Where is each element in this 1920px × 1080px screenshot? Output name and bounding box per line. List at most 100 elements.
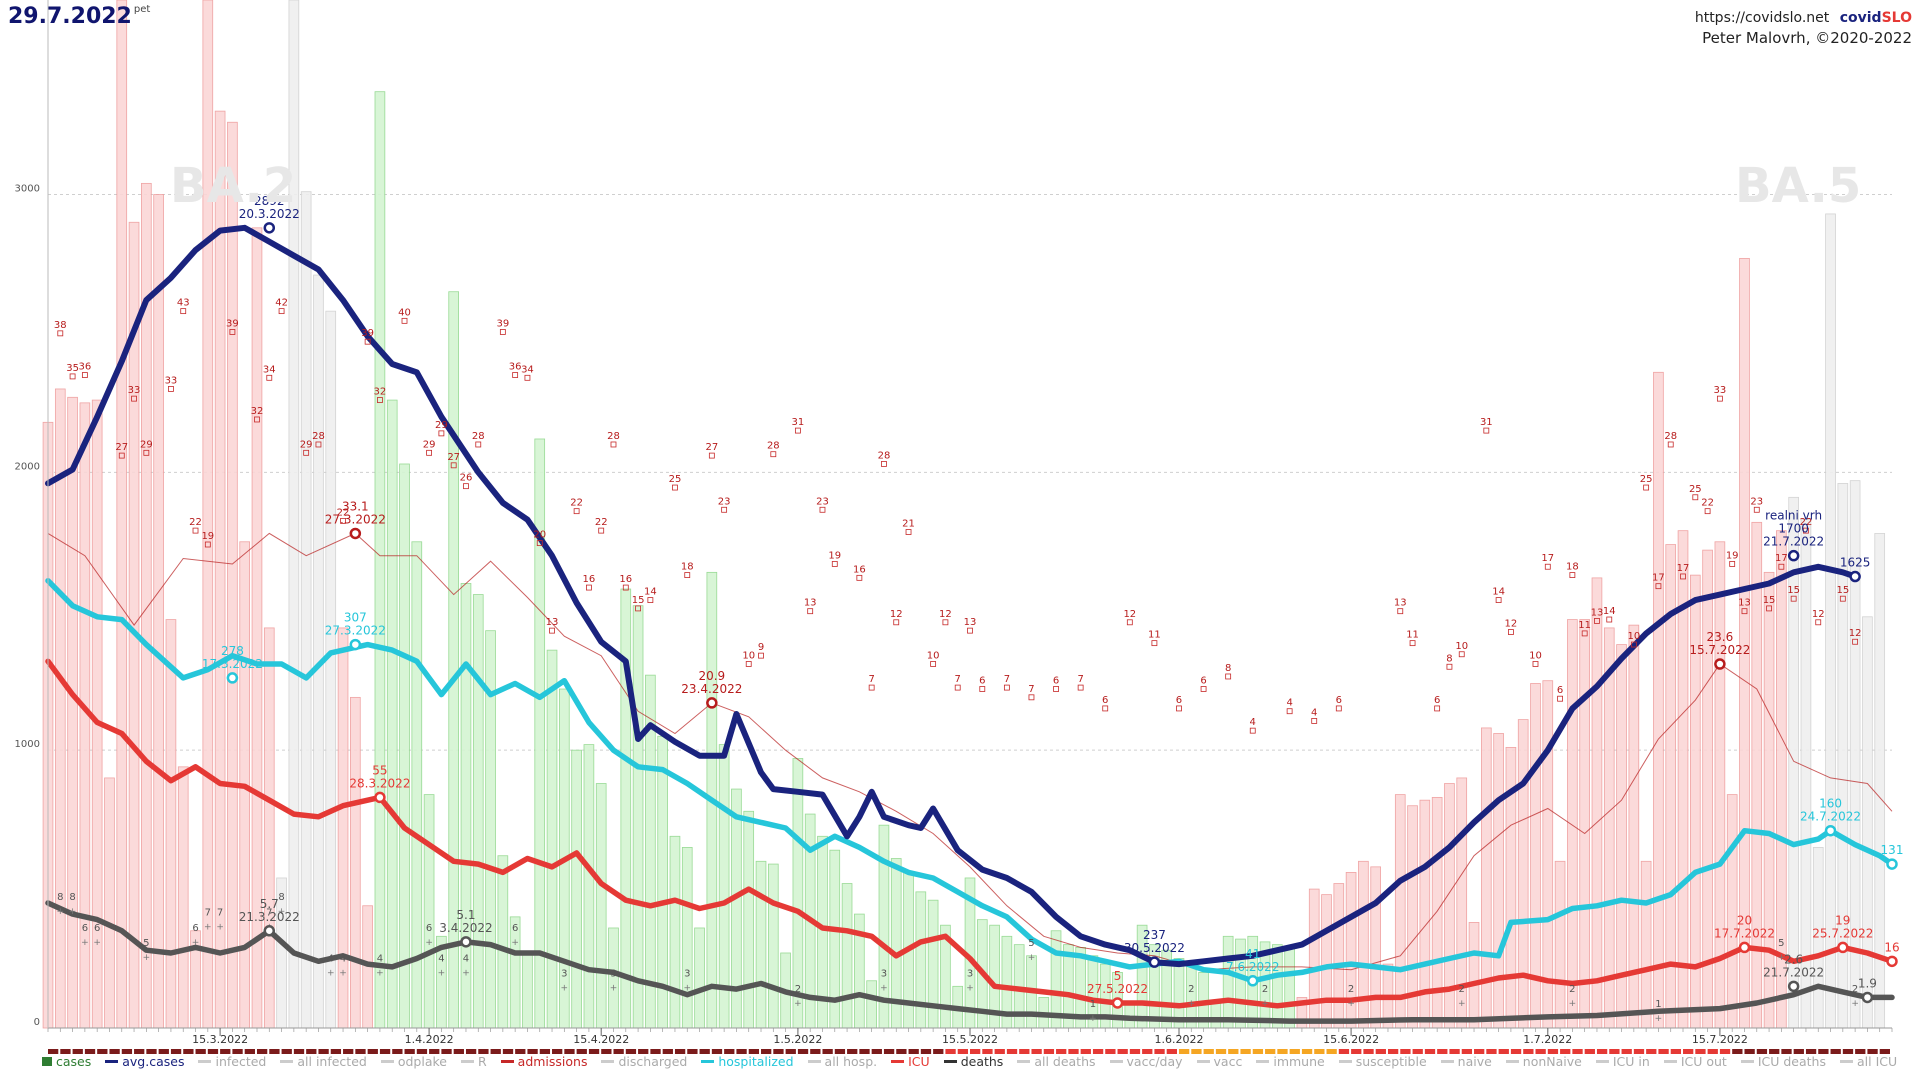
legend-item-icu-deaths[interactable]: ICU deaths <box>1740 1054 1826 1069</box>
brand-logo: covidSLO <box>1840 10 1912 26</box>
admissions-day-label: 17 <box>1541 553 1554 564</box>
admissions-day-label: 11 <box>1406 630 1419 641</box>
deaths-day-label: 6 <box>426 923 432 934</box>
legend-item-vacc[interactable]: vacc <box>1196 1054 1242 1069</box>
admissions-day-marker <box>475 441 482 448</box>
status-strip-cell <box>1166 1049 1177 1054</box>
admissions-day-label: 31 <box>792 417 805 428</box>
legend-item-icu-in[interactable]: ICU in <box>1595 1054 1650 1069</box>
admissions-day-label: 11 <box>1148 630 1161 641</box>
deaths-day-label: 2 <box>1262 984 1268 995</box>
annotation-point <box>1849 570 1861 583</box>
status-strip-cell <box>392 1049 403 1054</box>
legend-item-icu-out[interactable]: ICU out <box>1663 1054 1727 1069</box>
legend-item-all-infected[interactable]: all infected <box>280 1054 367 1069</box>
legend-item-susceptible[interactable]: susceptible <box>1338 1054 1427 1069</box>
annotation-point <box>263 925 276 937</box>
legend-item-admissions[interactable]: admissions <box>500 1054 587 1069</box>
admissions-day-marker <box>81 372 88 378</box>
admissions-day-label: 16 <box>583 574 596 585</box>
status-strip-cell <box>1363 1049 1374 1054</box>
admissions-day-marker <box>1778 563 1785 570</box>
legend-swatch <box>1196 1060 1210 1063</box>
status-strip-cell <box>883 1049 895 1054</box>
status-strip-cell <box>1301 1049 1313 1054</box>
admissions-day-marker <box>1176 705 1182 712</box>
admissions-day-label: 26 <box>460 473 473 484</box>
status-strip-cell <box>810 1049 821 1054</box>
legend-label: R <box>477 1054 487 1069</box>
legend-item-odplake[interactable]: odplake <box>380 1054 447 1069</box>
status-strip-cell <box>330 1049 342 1054</box>
admissions-day-label: 34 <box>263 364 276 375</box>
series-line-avg-cases <box>45 224 1859 968</box>
admissions-day-marker <box>1790 595 1797 602</box>
legend-item-all-hosp-[interactable]: all hosp. <box>807 1054 877 1069</box>
admissions-day-label: 22 <box>1800 517 1813 528</box>
cases-bar <box>104 777 115 1029</box>
legend-item-immune[interactable]: immune <box>1256 1054 1325 1069</box>
legend-item-cases[interactable]: cases <box>42 1054 91 1069</box>
legend-item-r[interactable]: R <box>460 1054 487 1069</box>
deaths-day-marker: + <box>561 984 569 994</box>
admissions-day-marker <box>536 540 543 547</box>
status-strip-cell <box>945 1049 956 1054</box>
legend-item-icu[interactable]: ICU <box>891 1054 930 1069</box>
admissions-day-label: 42 <box>275 298 288 309</box>
date-text: 29.7.2022 <box>8 4 132 29</box>
deaths-day-marker: + <box>216 922 224 932</box>
legend-item-hospitalized[interactable]: hospitalized <box>701 1054 794 1069</box>
legend-item-avg-cases[interactable]: avg.cases <box>105 1054 184 1069</box>
legend-item-discharged[interactable]: discharged <box>601 1054 687 1069</box>
legend-label: ICU <box>908 1054 930 1069</box>
status-strip-cell <box>1437 1049 1448 1054</box>
legend-item-nonnaive[interactable]: nonNaive <box>1505 1054 1582 1069</box>
admissions-day-marker <box>254 416 260 423</box>
annotation-label: realni vrh <box>1765 509 1822 523</box>
admissions-day-marker <box>1225 673 1232 680</box>
status-strip-cell <box>453 1049 464 1054</box>
admissions-day-marker <box>672 484 678 491</box>
admissions-day-marker <box>463 483 469 490</box>
annotation-label: 55 <box>372 763 387 777</box>
legend-item-deaths[interactable]: deaths <box>943 1054 1003 1069</box>
cases-bar <box>202 0 214 1029</box>
legend-item-all-deaths[interactable]: all deaths <box>1017 1054 1096 1069</box>
status-strip-cell <box>1105 1049 1116 1054</box>
admissions-day-marker <box>340 517 346 524</box>
deaths-day-marker: + <box>1347 999 1355 1009</box>
admissions-day-marker <box>868 684 875 691</box>
admissions-day-marker <box>1053 686 1059 692</box>
admissions-day-marker <box>229 329 236 335</box>
status-strip-cell <box>1387 1049 1399 1054</box>
status-strip-cell <box>379 1049 391 1054</box>
legend-item-infected[interactable]: infected <box>198 1054 266 1069</box>
status-strip-cell <box>1646 1049 1657 1054</box>
admissions-day-label: 12 <box>939 609 952 620</box>
deaths-day-marker: + <box>81 938 89 948</box>
annotation-label: 17.3.2022 <box>202 657 263 671</box>
cases-bar <box>1616 644 1627 1029</box>
admissions-day-marker <box>69 373 76 380</box>
cases-bar <box>1542 680 1554 1029</box>
site-url[interactable]: https://covidslo.net <box>1694 10 1830 26</box>
legend-label: naive <box>1457 1054 1492 1069</box>
annotation-label: 17.7.2022 <box>1714 926 1775 940</box>
page-date: 29.7.2022 pet <box>8 4 150 29</box>
admissions-day-marker <box>745 661 752 667</box>
status-strip-cell <box>1228 1049 1239 1054</box>
brand-part-a: covid <box>1839 10 1882 26</box>
legend-item-naive[interactable]: naive <box>1440 1054 1492 1069</box>
admissions-day-label: 27 <box>115 442 128 453</box>
status-strip-cell <box>158 1049 169 1054</box>
annotation-label: 3.4.2022 <box>439 921 492 935</box>
cases-bar <box>386 399 398 1029</box>
status-strip-cell <box>306 1049 317 1054</box>
status-strip-cell <box>1756 1049 1768 1054</box>
admissions-day-marker <box>1483 427 1490 434</box>
deaths-day-label: 4 <box>340 953 346 964</box>
legend-item-vacc-day[interactable]: vacc/day <box>1109 1054 1183 1069</box>
legend-item-all-icu[interactable]: all ICU <box>1840 1054 1897 1069</box>
cases-bar <box>1640 860 1652 1029</box>
